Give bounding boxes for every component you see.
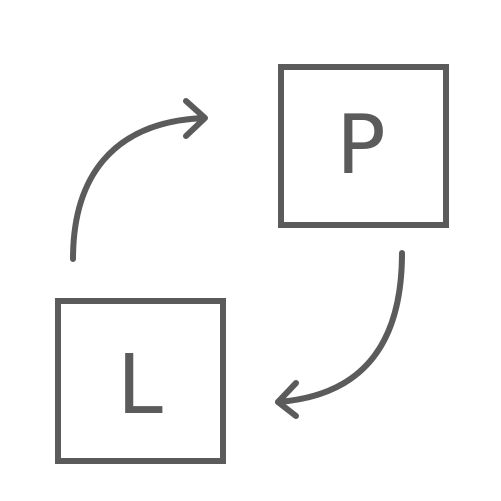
up-arrow-head — [183, 98, 208, 139]
up-arrow-icon — [70, 98, 208, 262]
box-p-frame — [278, 64, 449, 228]
up-arrow-curve — [70, 115, 207, 262]
box-p: P — [278, 64, 449, 228]
down-arrow-head — [275, 380, 299, 419]
box-l-frame — [55, 298, 226, 464]
box-l-letter: L — [117, 338, 163, 433]
box-p-letter: P — [336, 98, 385, 193]
down-arrow-icon — [275, 250, 405, 419]
box-l: L — [55, 298, 226, 464]
down-arrow-curve — [275, 250, 405, 405]
